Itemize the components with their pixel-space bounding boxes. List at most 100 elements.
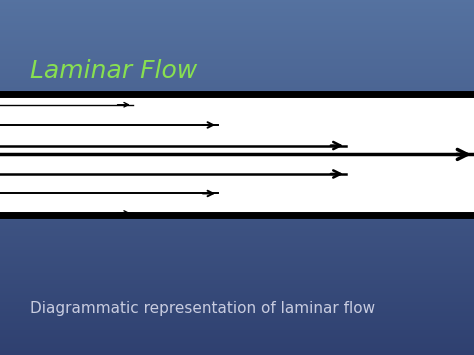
Bar [0, 325, 474, 327]
Bar [0, 172, 474, 174]
Bar [0, 217, 474, 218]
Bar [0, 32, 474, 34]
Bar [0, 254, 474, 256]
Bar [0, 94, 474, 215]
Bar [0, 133, 474, 135]
Bar [0, 39, 474, 41]
Bar [0, 284, 474, 286]
Bar [0, 279, 474, 280]
Bar [0, 183, 474, 185]
Bar [0, 121, 474, 122]
Bar [0, 218, 474, 220]
Bar [0, 41, 474, 43]
Bar [0, 213, 474, 215]
Bar [0, 34, 474, 36]
Bar [0, 174, 474, 176]
Bar [0, 92, 474, 94]
Bar [0, 186, 474, 188]
Bar [0, 350, 474, 351]
Bar [0, 27, 474, 28]
Bar [0, 208, 474, 209]
Bar [0, 82, 474, 83]
Bar [0, 142, 474, 144]
Bar [0, 64, 474, 66]
Bar [0, 348, 474, 350]
Bar [0, 327, 474, 328]
Bar [0, 300, 474, 302]
Bar [0, 209, 474, 211]
Bar [0, 231, 474, 233]
Bar [0, 36, 474, 37]
Bar [0, 307, 474, 309]
Bar [0, 11, 474, 12]
Bar [0, 199, 474, 201]
Bar [0, 181, 474, 183]
Bar [0, 320, 474, 321]
Bar [0, 66, 474, 67]
Bar [0, 44, 474, 46]
Bar [0, 238, 474, 240]
Bar [0, 343, 474, 344]
Bar [0, 273, 474, 275]
Bar [0, 154, 474, 156]
Bar [0, 295, 474, 296]
Bar [0, 146, 474, 147]
Bar [0, 9, 474, 11]
Bar [0, 55, 474, 57]
Bar [0, 117, 474, 119]
Bar [0, 309, 474, 311]
Bar [0, 108, 474, 110]
Bar [0, 179, 474, 181]
Bar [0, 311, 474, 312]
Bar [0, 229, 474, 231]
Bar [0, 261, 474, 263]
Bar [0, 4, 474, 5]
Bar [0, 140, 474, 142]
Bar [0, 105, 474, 106]
Bar [0, 296, 474, 298]
Bar [0, 23, 474, 25]
Bar [0, 51, 474, 53]
Bar [0, 328, 474, 330]
Bar [0, 204, 474, 206]
Bar [0, 341, 474, 343]
Bar [0, 165, 474, 167]
Bar [0, 50, 474, 51]
Bar [0, 256, 474, 257]
Bar [0, 248, 474, 250]
Bar [0, 222, 474, 224]
Bar [0, 316, 474, 318]
Bar [0, 67, 474, 69]
Bar [0, 293, 474, 295]
Bar [0, 114, 474, 115]
Bar [0, 99, 474, 101]
Bar [0, 321, 474, 323]
Bar [0, 241, 474, 243]
Bar [0, 115, 474, 117]
Bar [0, 25, 474, 27]
Bar [0, 234, 474, 236]
Bar [0, 37, 474, 39]
Bar [0, 12, 474, 14]
Bar [0, 53, 474, 55]
Bar [0, 323, 474, 325]
Bar [0, 106, 474, 108]
Bar [0, 73, 474, 75]
Bar [0, 225, 474, 227]
Bar [0, 18, 474, 20]
Bar [0, 224, 474, 225]
Bar [0, 344, 474, 346]
Bar [0, 351, 474, 353]
Bar [0, 193, 474, 195]
Bar [0, 119, 474, 121]
Bar [0, 162, 474, 163]
Bar [0, 227, 474, 229]
Bar [0, 288, 474, 289]
Bar [0, 270, 474, 272]
Bar [0, 272, 474, 273]
Bar [0, 156, 474, 158]
Bar [0, 195, 474, 197]
Bar [0, 286, 474, 288]
Bar [0, 245, 474, 247]
Bar [0, 89, 474, 91]
